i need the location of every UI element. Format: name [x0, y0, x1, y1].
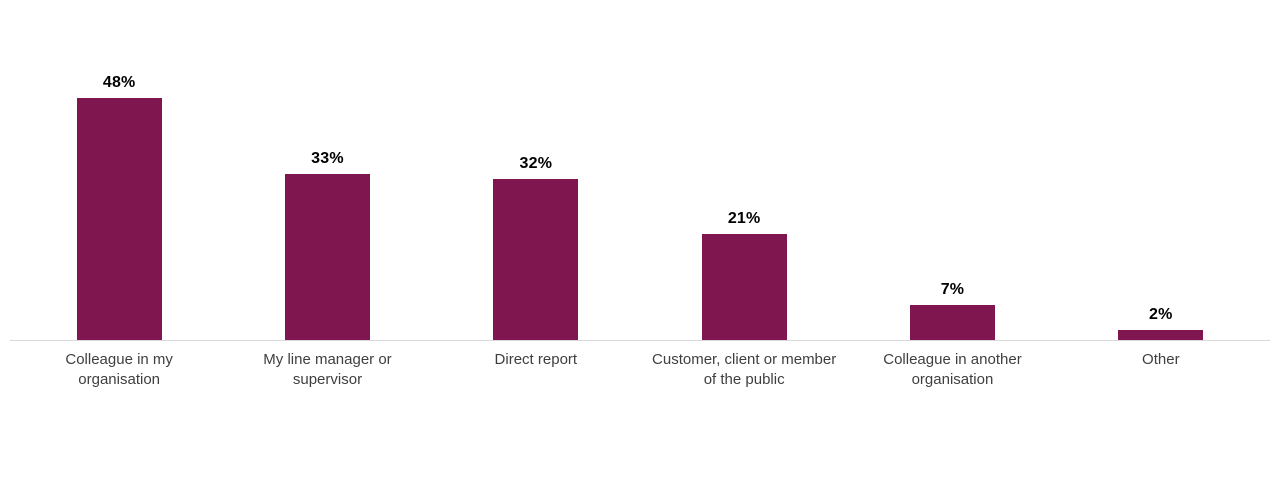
bar-group-customer-client: 21% [640, 210, 848, 340]
x-axis-line [10, 340, 1270, 341]
bar-value-label: 33% [311, 150, 344, 167]
category-label: Direct report [494, 351, 578, 368]
category-label: Colleague in my organisation [65, 351, 173, 388]
bar [701, 234, 787, 340]
bar-group-colleague-my-org: 48% [15, 74, 223, 340]
bar [1118, 330, 1204, 340]
bar [284, 174, 370, 340]
category-label: Colleague in another organisation [883, 351, 1022, 388]
bar-group-colleague-other-org: 7% [848, 281, 1056, 340]
bar [909, 305, 995, 340]
plot-area: 48% 33% 32% 21% 7% 2% [15, 0, 1265, 340]
bar-value-label: 32% [519, 155, 553, 172]
bar-value-label: 7% [940, 281, 965, 298]
bar-group-direct-report: 32% [432, 155, 640, 340]
bar-chart: 48% 33% 32% 21% 7% 2% [10, 0, 1270, 390]
category-label: My line manager or supervisor [263, 351, 392, 388]
category-label: Other [1142, 351, 1180, 368]
bar-group-other: 2% [1057, 306, 1265, 340]
bar-value-label: 48% [102, 74, 136, 91]
category-labels-row: Colleague in my organisation My line man… [15, 341, 1265, 390]
bar-value-label: 2% [1149, 306, 1173, 323]
bar-group-line-manager: 33% [223, 150, 431, 340]
bar-value-label: 21% [727, 210, 761, 227]
bar [493, 179, 579, 340]
category-label: Customer, client or member of the public [652, 351, 837, 388]
bar [76, 98, 162, 340]
